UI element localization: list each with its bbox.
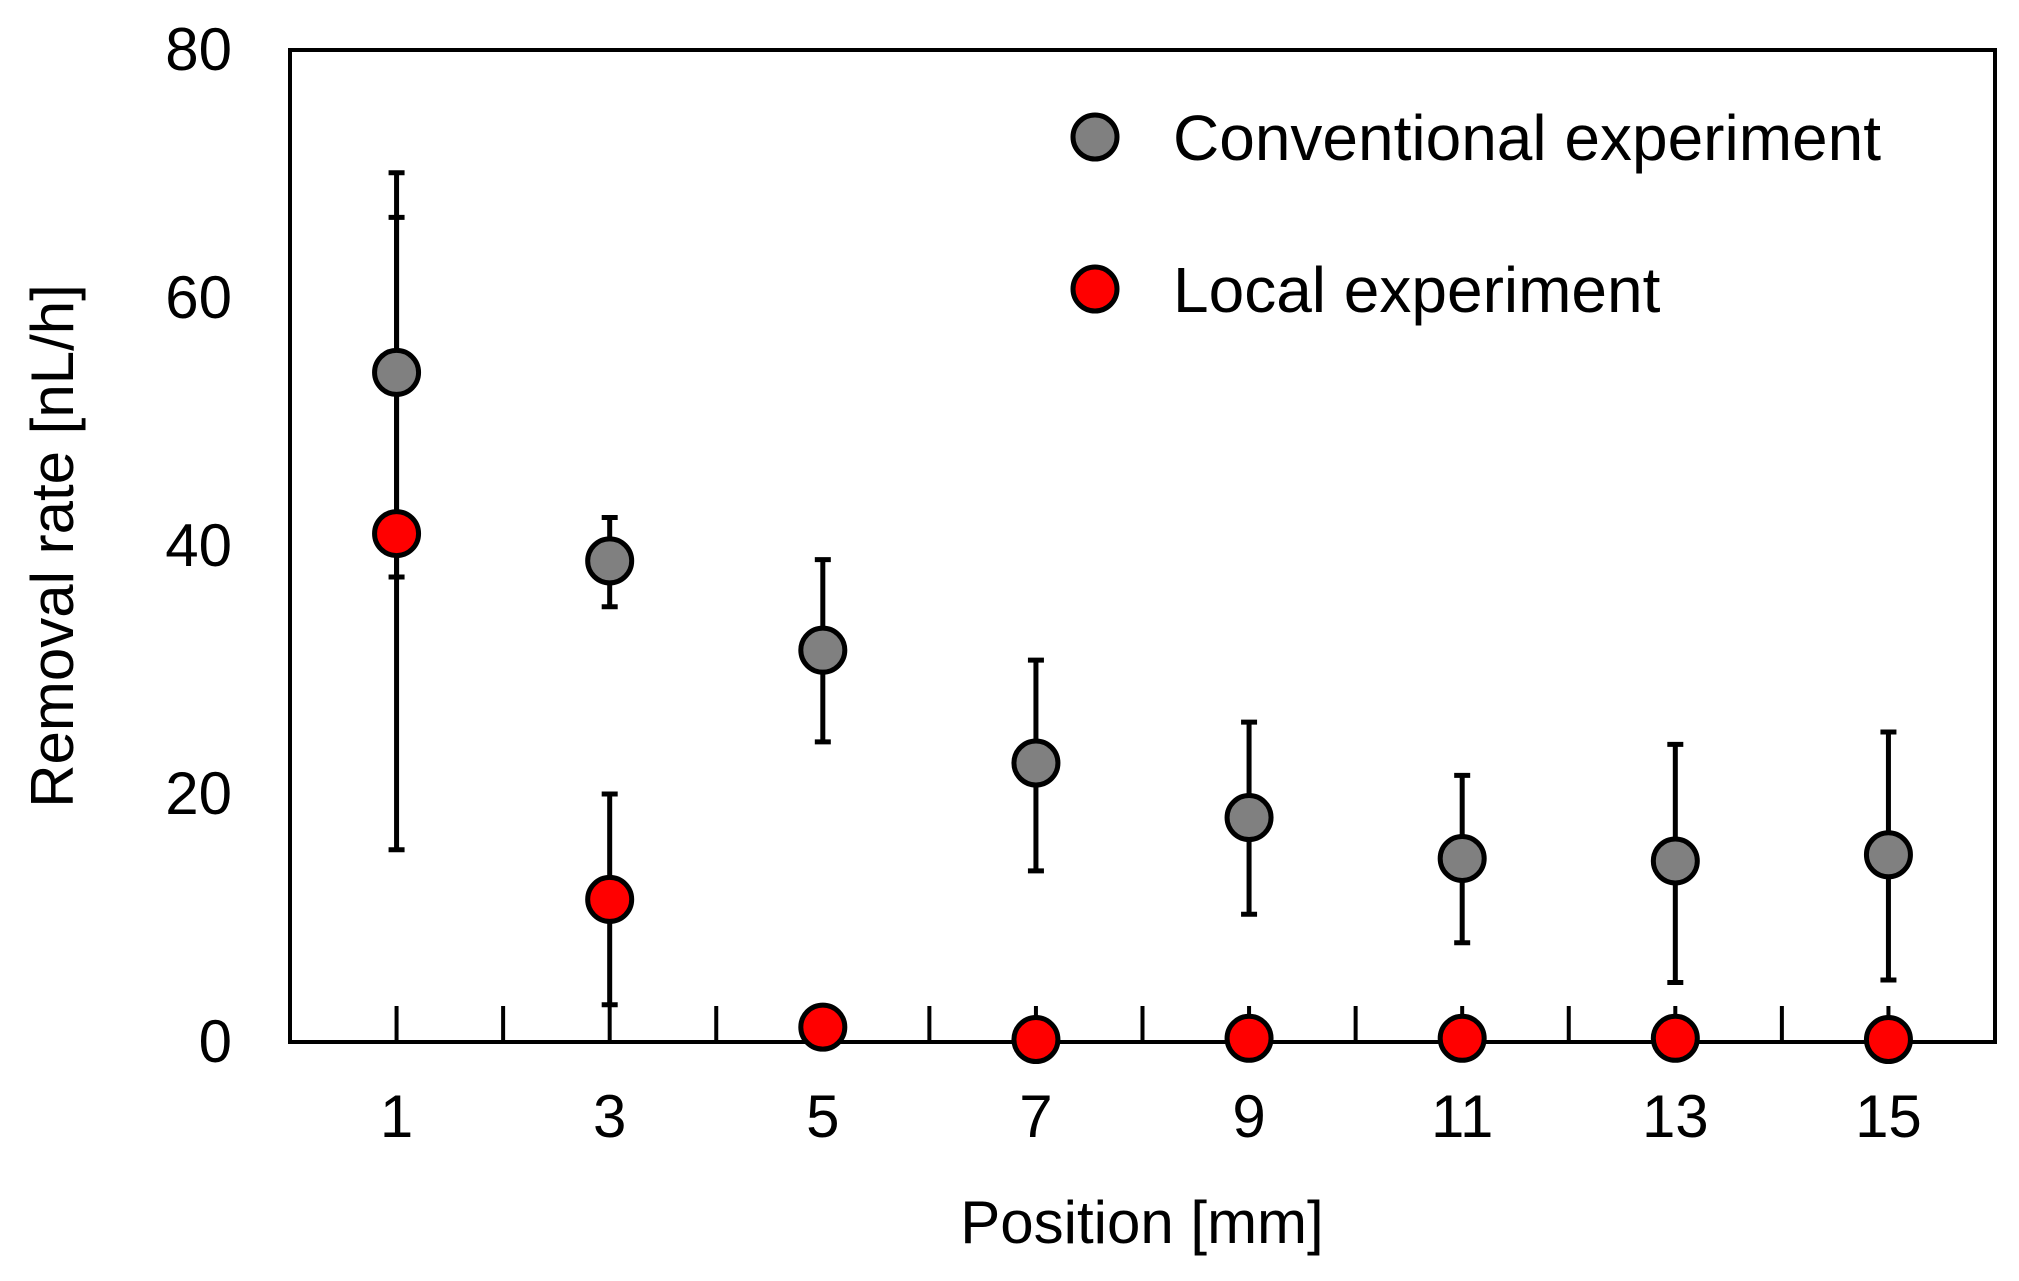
local-point — [798, 1002, 848, 1052]
conventional-point — [1437, 833, 1487, 883]
legend-marker-conventional — [1070, 112, 1120, 162]
conventional-point — [1650, 836, 1700, 886]
local-point — [372, 509, 422, 559]
local-point — [1224, 1013, 1274, 1063]
y-tick-label: 40 — [165, 512, 232, 579]
legend-marker-local — [1070, 264, 1120, 314]
y-axis-title: Removal rate [nL/h] — [19, 284, 86, 808]
x-tick-label: 1 — [380, 1083, 413, 1150]
x-tick-label: 7 — [1019, 1083, 1052, 1150]
conventional-point — [798, 625, 848, 675]
legend-label-conventional: Conventional experiment — [1173, 102, 1881, 174]
local-point — [1437, 1013, 1487, 1063]
local-point — [1011, 1015, 1061, 1065]
data-points — [372, 347, 1913, 1065]
x-tick-label: 5 — [806, 1083, 839, 1150]
conventional-point — [1863, 830, 1913, 880]
x-tick-label: 15 — [1855, 1083, 1922, 1150]
legend: Conventional experiment Local experiment — [1070, 102, 1881, 326]
x-tick-label: 9 — [1232, 1083, 1265, 1150]
y-tick-label: 20 — [165, 760, 232, 827]
y-tick-label: 80 — [165, 16, 232, 83]
local-point — [1650, 1013, 1700, 1063]
conventional-point — [1011, 738, 1061, 788]
y-tick-label: 60 — [165, 264, 232, 331]
local-point — [1863, 1015, 1913, 1065]
legend-label-local: Local experiment — [1173, 254, 1661, 326]
x-tick-label: 13 — [1642, 1083, 1709, 1150]
local-point — [585, 874, 635, 924]
plot-frame — [288, 48, 1997, 1044]
conventional-point — [585, 536, 635, 586]
x-tick-label: 3 — [593, 1083, 626, 1150]
conventional-point — [372, 347, 422, 397]
x-tick-label: 11 — [1431, 1083, 1493, 1150]
y-tick-label: 0 — [199, 1008, 232, 1075]
x-axis-title: Position [mm] — [960, 1189, 1323, 1256]
conventional-point — [1224, 793, 1274, 843]
